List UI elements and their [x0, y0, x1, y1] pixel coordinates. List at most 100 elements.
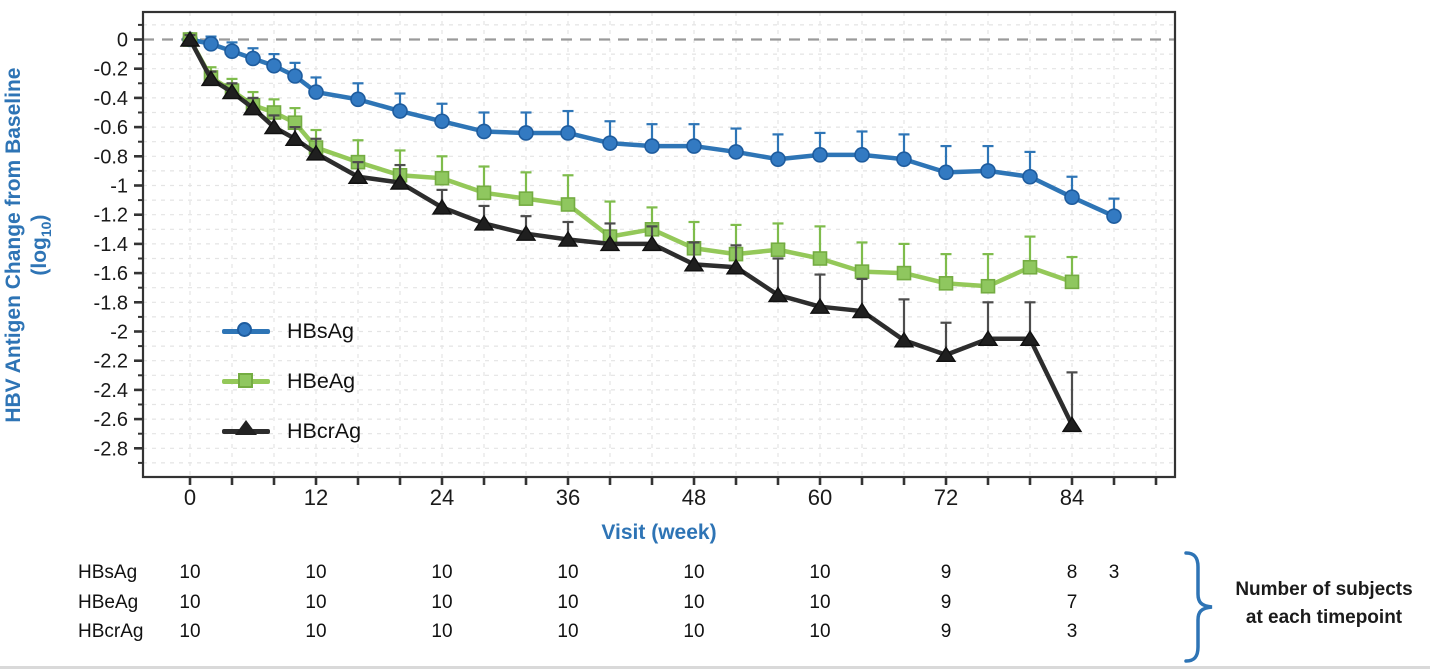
count-HBeAg-week12: 10 [305, 592, 327, 613]
marker-circle [350, 91, 366, 108]
marker-square [854, 264, 870, 279]
marker-triangle [242, 99, 264, 116]
marker-triangle [725, 258, 747, 275]
marker-triangle [1019, 330, 1041, 346]
x-tick-label-12: 12 [304, 485, 328, 510]
legend-label-hbcrag: HBcrAg [287, 418, 362, 443]
y-tick-label--2.4: -2.4 [94, 380, 128, 402]
y-tick-label-0: 0 [117, 30, 128, 52]
marker-circle [1022, 168, 1038, 185]
line-chart-canvas: 0 12 24 36 48 60 72 84 0 -0.2 -0.4 -0.6 -0.8 -1 -1.2 -1… [94, 10, 1177, 510]
count-HBcrAg-week36: 10 [557, 621, 579, 642]
count-HBsAg-week48: 10 [683, 562, 705, 583]
marker-triangle [683, 255, 705, 272]
marker-square [938, 276, 954, 291]
count-HBsAg-week72: 9 [940, 562, 952, 583]
marker-triangle [515, 224, 537, 241]
annotation-line2: at each timepoint [1245, 607, 1403, 628]
marker-circle [560, 125, 576, 141]
annotation-line1: Number of subjects [1235, 579, 1413, 600]
marker-triangle [767, 286, 789, 303]
marker-triangle [599, 235, 621, 252]
marker-triangle [200, 70, 222, 87]
marker-triangle [347, 167, 369, 184]
count-HBcrAg-week24: 10 [431, 621, 453, 642]
legend-item-hbeag: HBeAg [222, 356, 361, 406]
count-HBeAg-week24: 10 [431, 592, 453, 613]
count-HBcrAg-week72: 9 [940, 621, 952, 642]
y-tick-label--2.2: -2.2 [94, 351, 128, 373]
marker-triangle [263, 118, 285, 135]
marker-circle [686, 138, 702, 154]
marker-triangle [221, 83, 243, 100]
counts-row-label-hbcrag: HBcrAg [78, 621, 144, 642]
hbcrag-triangle-marker-icon [222, 420, 270, 441]
marker-triangle [977, 330, 999, 346]
marker-circle [476, 123, 492, 140]
count-HBcrAg-week60: 10 [809, 621, 831, 642]
hbsag-circle-marker-icon [222, 321, 270, 341]
y-axis-title-line2: (log10) [27, 214, 55, 276]
y-tick-label--1: -1 [110, 176, 128, 198]
marker-square [812, 251, 828, 266]
x-tick-label-72: 72 [934, 485, 958, 510]
y-tick-label--1.6: -1.6 [94, 263, 128, 285]
marker-circle [1106, 208, 1122, 224]
y-tick-label--0.6: -0.6 [94, 117, 128, 139]
count-HBeAg-week0: 10 [179, 592, 201, 613]
y-tick-label--1.4: -1.4 [94, 234, 128, 256]
y-tick-label--2: -2 [110, 322, 128, 344]
legend-label-hbsag: HBsAg [287, 318, 354, 343]
counts-row-label-hbsag: HBsAg [78, 562, 138, 583]
count-HBeAg-week36: 10 [557, 592, 579, 613]
x-tick-label-36: 36 [556, 485, 580, 510]
marker-triangle [809, 297, 831, 314]
marker-circle [854, 147, 870, 163]
marker-triangle [284, 129, 306, 146]
marker-circle [812, 147, 828, 163]
marker-triangle [389, 173, 411, 190]
marker-circle [518, 125, 534, 141]
marker-square [770, 242, 786, 258]
y-tick-label--2.8: -2.8 [94, 438, 128, 460]
marker-circle [308, 84, 324, 100]
x-tick-label-48: 48 [682, 485, 706, 510]
y-tick-label--0.4: -0.4 [94, 88, 128, 110]
x-axis-title: Visit (week) [601, 521, 717, 544]
marker-circle [644, 138, 660, 154]
marker-triangle [1061, 416, 1083, 433]
marker-circle [770, 151, 786, 168]
marker-square [896, 265, 912, 281]
count-HBcrAg-week0: 10 [179, 621, 201, 642]
x-tick-label-60: 60 [808, 485, 832, 510]
x-tick-label-0: 0 [184, 485, 196, 510]
x-axis-ticks: 0 12 24 36 48 60 72 84 [184, 477, 1158, 510]
count-HBeAg-week84: 7 [1066, 592, 1078, 613]
marker-square [1064, 274, 1080, 290]
marker-circle [434, 113, 450, 130]
log-subscript: 10 [38, 221, 55, 238]
marker-circle [224, 43, 240, 59]
x-tick-label-84: 84 [1060, 485, 1084, 510]
x-tick-label-24: 24 [430, 485, 454, 510]
y-tick-label--2.6: -2.6 [94, 409, 128, 431]
count-HBcrAg-week48: 10 [683, 621, 705, 642]
count-HBeAg-week48: 10 [683, 592, 705, 613]
y-axis-ticks: 0 -0.2 -0.4 -0.6 -0.8 -1 -1.2 -1.4 -1.6 -1.8 -2 -2.… [94, 23, 143, 464]
marker-circle [1064, 189, 1080, 205]
series-HBsAg [182, 31, 1122, 224]
marker-circle [203, 36, 219, 52]
marker-triangle [641, 235, 663, 252]
marker-triangle [935, 346, 957, 363]
marker-circle [287, 68, 303, 84]
count-HBsAg-week36: 10 [557, 562, 579, 583]
count-HBsAg-week84: 8 [1066, 562, 1078, 583]
count-HBsAg-week88: 3 [1108, 562, 1120, 583]
y-tick-label--1.8: -1.8 [94, 292, 128, 314]
marker-triangle [431, 198, 453, 215]
legend-item-hbcrag: HBcrAg [222, 406, 361, 456]
count-HBsAg-week24: 10 [431, 562, 453, 583]
marker-circle [245, 50, 261, 67]
series-HBeAg [182, 32, 1080, 294]
